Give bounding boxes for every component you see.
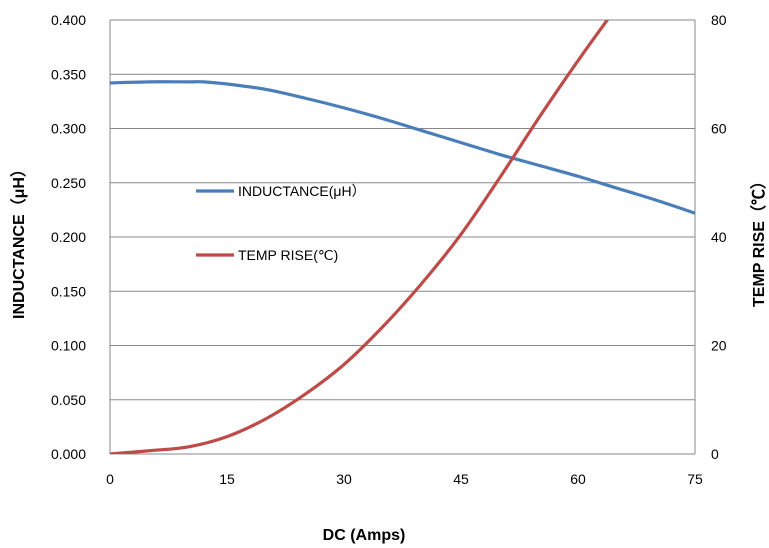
y2-tick-label: 60 <box>711 121 727 137</box>
legend-label-inductance: INDUCTANCE(μH） <box>238 183 366 199</box>
gridlines <box>109 19 696 455</box>
x-tick-label: 60 <box>570 471 586 487</box>
y-axis-ticks: 0.000 0.050 0.100 0.150 0.200 0.250 0.300 0.350… <box>51 12 86 462</box>
x-tick-label: 45 <box>453 471 469 487</box>
y-tick-label: 0.300 <box>51 121 86 137</box>
x-axis-ticks: 0 15 30 45 60 75 <box>106 471 703 487</box>
series-group <box>110 20 695 454</box>
legend-label-temp-rise: TEMP RISE(℃) <box>238 247 338 263</box>
inductance-series-line <box>110 80 695 215</box>
y2-tick-label: 80 <box>711 12 727 28</box>
x-tick-label: 75 <box>687 471 703 487</box>
y-axis-label: INDUCTANCE（μH） <box>10 161 28 319</box>
y2-tick-label: 20 <box>711 338 727 354</box>
x-axis-label: DC (Amps) <box>323 527 406 544</box>
y2-axis-label: TEMP RISE（℃） <box>750 173 768 307</box>
x-tick-label: 30 <box>336 471 352 487</box>
y-tick-label: 0.100 <box>51 338 86 354</box>
temp-rise-series-line <box>110 20 610 454</box>
y2-tick-label: 0 <box>711 446 719 462</box>
legend: INDUCTANCE(μH） TEMP RISE(℃) <box>196 183 366 263</box>
y2-tick-label: 40 <box>711 229 727 245</box>
y-tick-label: 0.050 <box>51 392 86 408</box>
x-tick-label: 15 <box>219 471 235 487</box>
y-tick-label: 0.000 <box>51 446 86 462</box>
y-tick-label: 0.150 <box>51 283 86 299</box>
y-tick-label: 0.400 <box>51 12 86 28</box>
y-tick-label: 0.350 <box>51 66 86 82</box>
y2-axis-ticks: 0 20 40 60 80 <box>711 12 727 462</box>
y-tick-label: 0.200 <box>51 229 86 245</box>
y-tick-label: 0.250 <box>51 175 86 191</box>
x-tick-label: 0 <box>106 471 114 487</box>
